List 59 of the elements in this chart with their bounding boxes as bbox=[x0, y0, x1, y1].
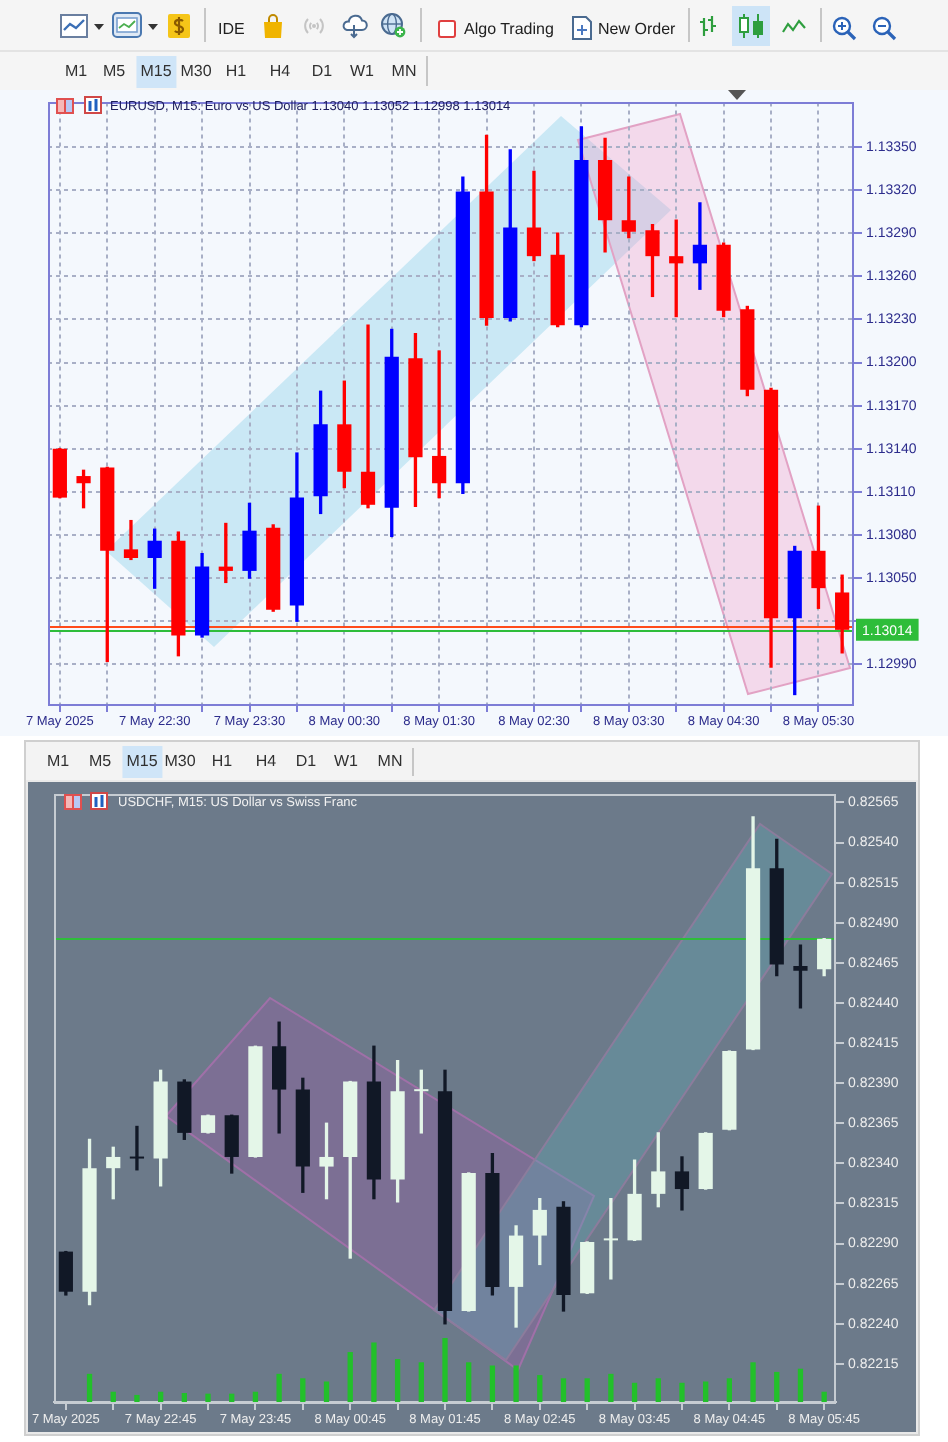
text: M1 bbox=[44, 750, 72, 774]
bar bbox=[86, 1373, 93, 1402]
text: H1 bbox=[209, 750, 235, 774]
bar bbox=[442, 1338, 448, 1402]
candlestick bbox=[432, 350, 447, 499]
bar bbox=[679, 1382, 685, 1402]
bar bbox=[750, 1362, 756, 1402]
candlestick bbox=[603, 1198, 618, 1280]
bar bbox=[631, 1382, 638, 1402]
text: H4 bbox=[253, 750, 279, 774]
bar bbox=[323, 1381, 330, 1402]
text: M30 bbox=[162, 750, 198, 774]
bar bbox=[181, 1393, 187, 1402]
candlestick bbox=[129, 1125, 145, 1171]
bar bbox=[489, 1365, 496, 1402]
bar bbox=[229, 1393, 235, 1402]
text: M15 bbox=[136, 56, 176, 88]
text: New Order bbox=[598, 20, 676, 40]
bar bbox=[300, 1378, 306, 1402]
bar bbox=[205, 1393, 211, 1402]
bar bbox=[252, 1391, 259, 1402]
text: D1 bbox=[293, 750, 319, 774]
bar bbox=[608, 1373, 614, 1402]
bar bbox=[703, 1381, 709, 1402]
candlestick bbox=[360, 324, 376, 509]
bar bbox=[513, 1365, 519, 1402]
bar bbox=[821, 1391, 827, 1402]
text: H4 bbox=[267, 60, 293, 84]
text: MN bbox=[375, 750, 405, 774]
text: M1 bbox=[62, 60, 90, 84]
text: D1 bbox=[309, 60, 335, 84]
bar bbox=[466, 1362, 472, 1402]
text: Algo Trading bbox=[464, 20, 554, 40]
bar bbox=[655, 1378, 661, 1402]
text: H1 bbox=[223, 60, 249, 84]
candlestick bbox=[692, 202, 708, 290]
text: IDE bbox=[218, 20, 245, 40]
bar bbox=[157, 1391, 164, 1402]
bar bbox=[537, 1375, 543, 1402]
text: M5 bbox=[100, 60, 128, 84]
text: MN bbox=[389, 60, 419, 84]
bar bbox=[774, 1371, 780, 1402]
bar bbox=[797, 1368, 804, 1402]
bar bbox=[560, 1378, 567, 1402]
text: W1 bbox=[348, 60, 376, 84]
text: M15 bbox=[122, 746, 162, 778]
text: M5 bbox=[86, 750, 114, 774]
bar bbox=[418, 1362, 424, 1402]
text: M30 bbox=[178, 60, 214, 84]
bar bbox=[584, 1378, 590, 1402]
bar bbox=[371, 1342, 377, 1402]
candlestick bbox=[123, 519, 139, 561]
bar bbox=[276, 1373, 282, 1402]
bar bbox=[110, 1391, 116, 1402]
bar bbox=[726, 1378, 733, 1402]
bar bbox=[394, 1359, 401, 1402]
text: W1 bbox=[332, 750, 360, 774]
bar bbox=[134, 1394, 140, 1402]
bar bbox=[347, 1352, 353, 1402]
